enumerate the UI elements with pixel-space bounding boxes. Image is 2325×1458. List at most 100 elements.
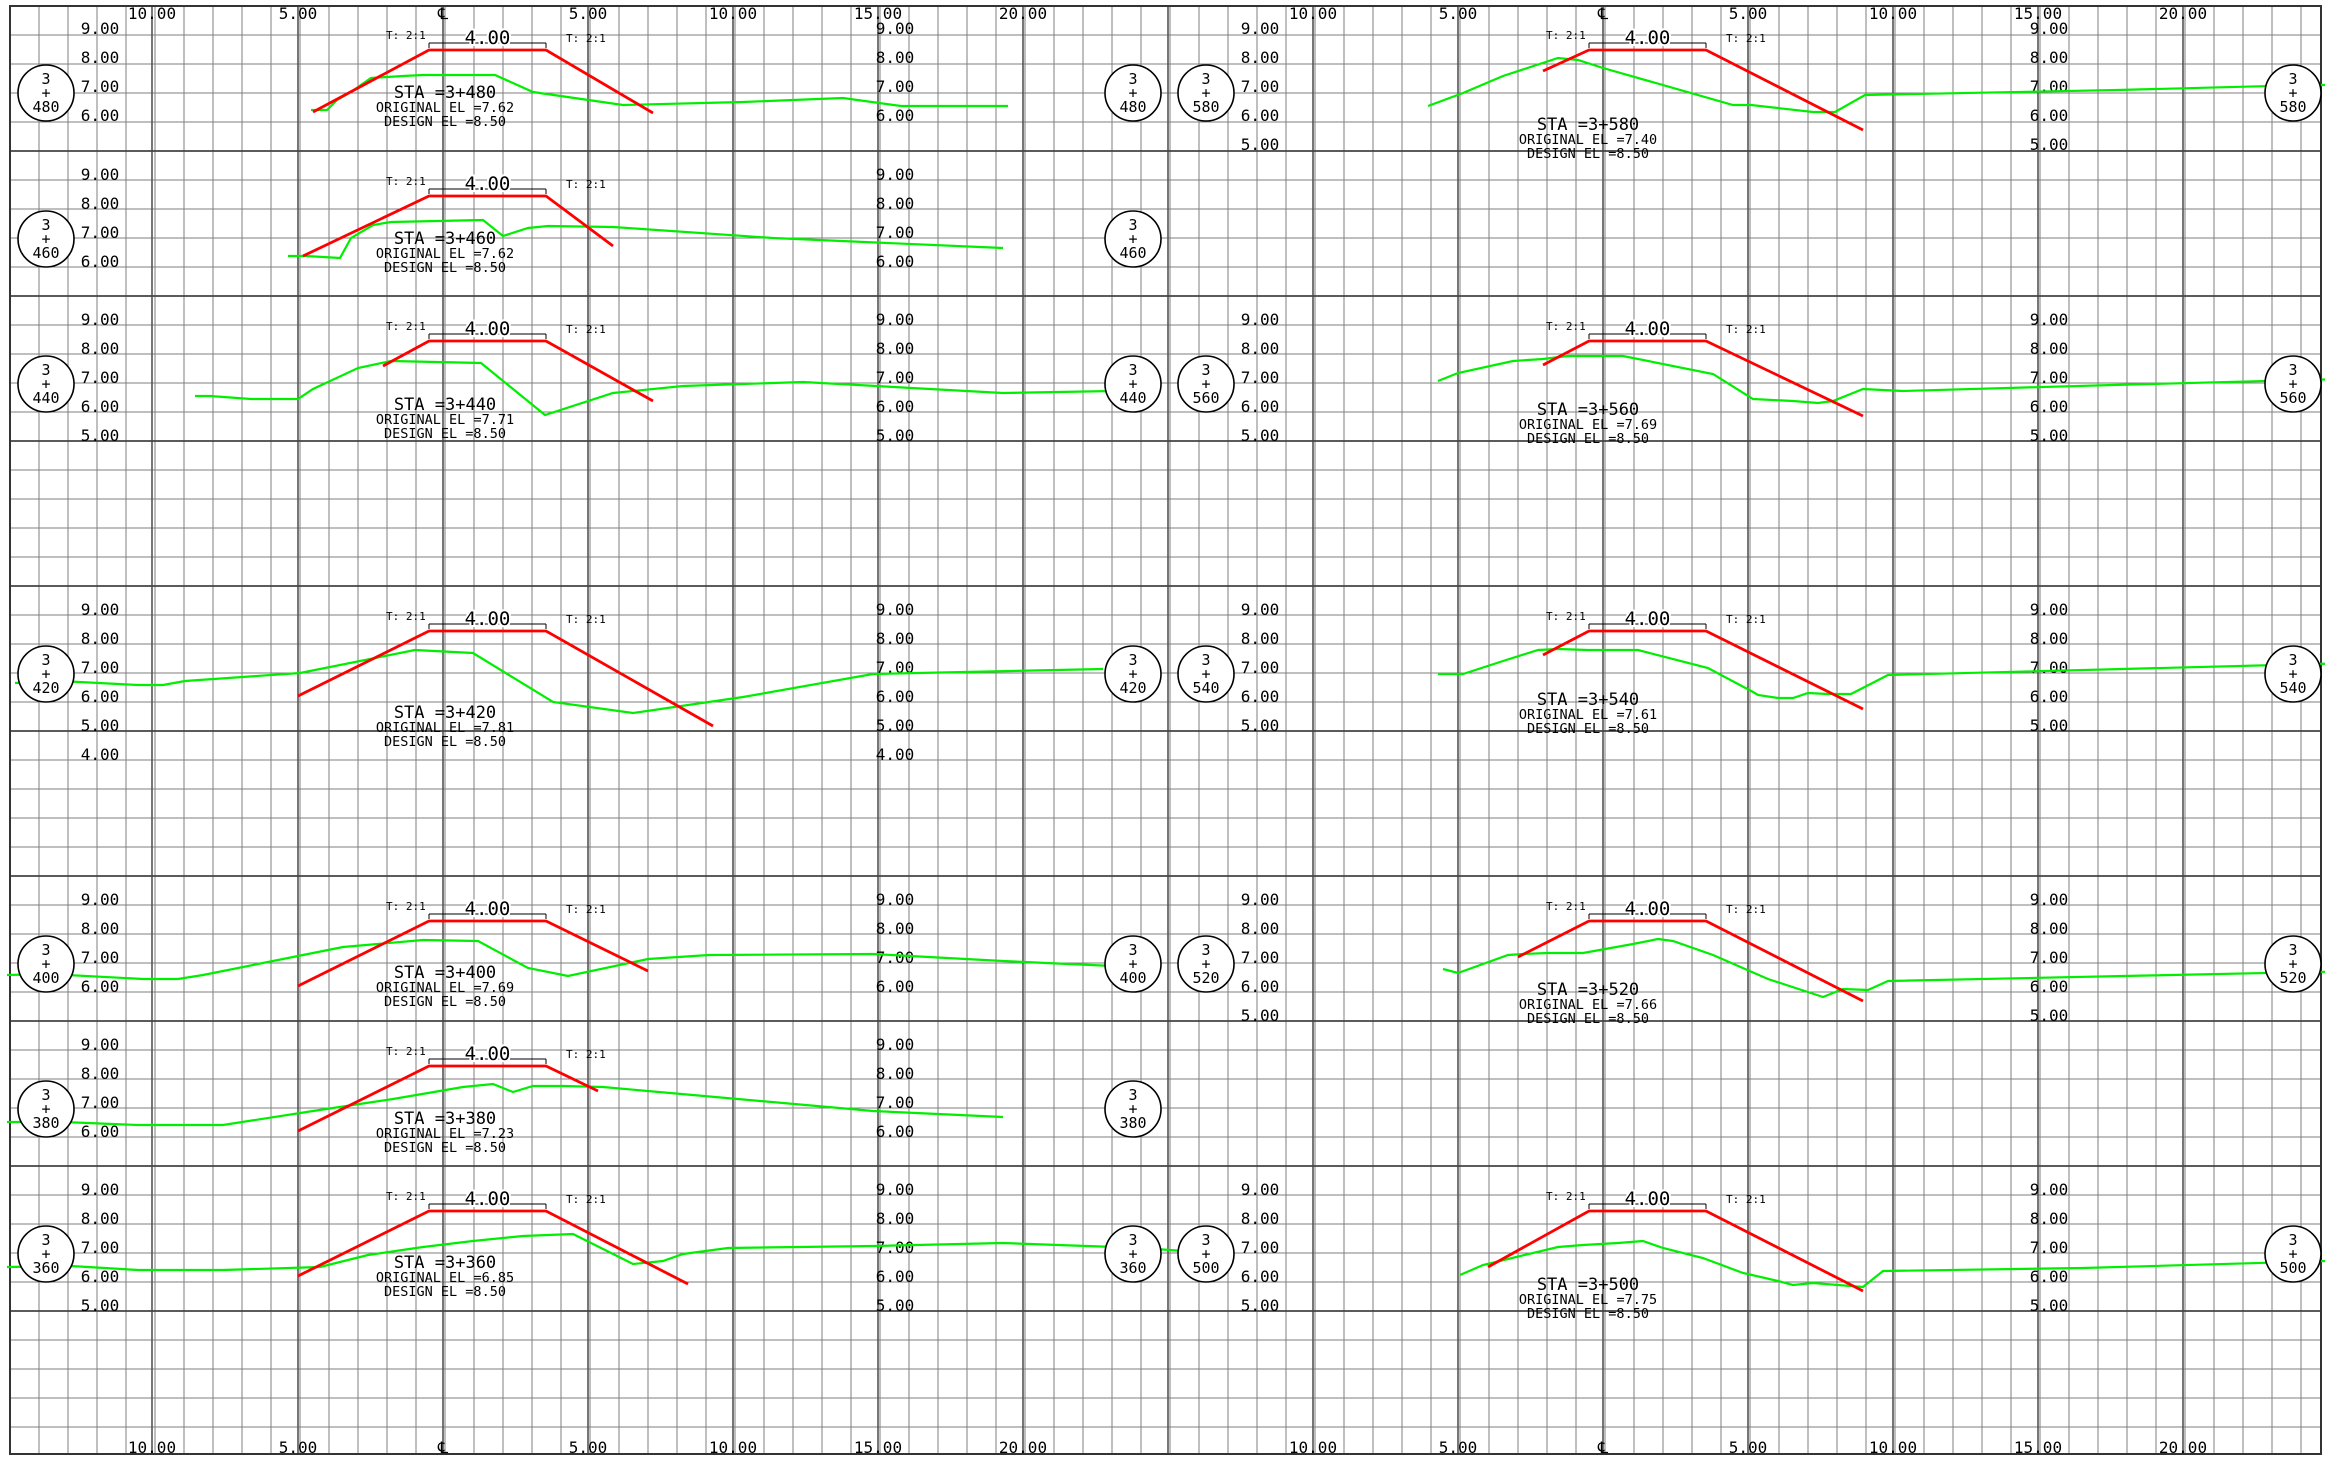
elevation-label-right: 5.00 — [876, 716, 915, 735]
top-width-label: 4.00 — [1625, 898, 1671, 920]
design-template-line — [297, 629, 714, 728]
elevation-label-left: 6.00 — [81, 1122, 120, 1141]
slope-label-left: T: 2:1 — [386, 175, 426, 188]
station-bubble-left: 3+500 — [1177, 1225, 1235, 1283]
design-template-line — [297, 1209, 689, 1286]
elevation-label-left: 9.00 — [1241, 1180, 1280, 1199]
station-bubble-mid: + — [1201, 84, 1210, 102]
slope-label-left: T: 2:1 — [1546, 1190, 1586, 1203]
section-500: 9.00 9.00 8.00 8.00 7.00 7.00 6.00 6.00 5.00 5.00… — [1177, 1180, 2325, 1322]
station-bubble-mid: + — [41, 84, 50, 102]
ground-profile-line — [195, 359, 1114, 417]
station-label: STA =3+400 — [394, 963, 496, 983]
station-bubble-circle — [1104, 64, 1162, 122]
slope-label-right: T: 2:1 — [566, 323, 606, 336]
ground-profile-line — [1438, 647, 2325, 700]
station-bubble-bottom: 460 — [32, 244, 59, 262]
original-elevation-label: ORIGINAL EL =7.23 — [376, 1126, 514, 1142]
elevation-label-left: 6.00 — [81, 1267, 120, 1286]
ground-profile-line — [1427, 56, 2325, 114]
elevation-label-right: 6.00 — [2030, 397, 2069, 416]
ground-profile-line — [6, 938, 1114, 981]
elevation-label-left: 8.00 — [1241, 48, 1280, 67]
station-bubble-bottom: 520 — [2279, 969, 2306, 987]
axis-label-top-right: 10.00 — [1289, 4, 1337, 23]
elevation-label-right: 5.00 — [2030, 426, 2069, 445]
top-width-label: 4.00 — [465, 318, 511, 340]
design-template-line — [297, 919, 649, 988]
design-elevation-label: DESIGN EL =8.50 — [384, 1140, 506, 1156]
station-bubble-left: 3+380 — [17, 1080, 75, 1138]
station-bubble-circle — [1177, 355, 1235, 413]
station-label: STA =3+560 — [1537, 400, 1639, 420]
sections: 9.00 9.00 8.00 8.00 7.00 7.00 6.00 6.00 4.00 T: 2… — [6, 19, 2325, 1322]
elevation-label-right: 8.00 — [2030, 919, 2069, 938]
station-bubble-mid: + — [2288, 84, 2297, 102]
slope-label-left: T: 2:1 — [1546, 900, 1586, 913]
station-label: STA =3+380 — [394, 1109, 496, 1129]
axis-label-top-left: 10.00 — [709, 4, 757, 23]
elevation-label-left: 9.00 — [81, 890, 120, 909]
elevation-label-right: 8.00 — [876, 629, 915, 648]
slope-label-left: T: 2:1 — [386, 900, 426, 913]
elevation-label-left: 8.00 — [1241, 1209, 1280, 1228]
elevation-label-left: 8.00 — [81, 919, 120, 938]
station-label: STA =3+460 — [394, 229, 496, 249]
elevation-label-right: 7.00 — [2030, 1238, 2069, 1257]
elevation-label-left: 5.00 — [81, 1296, 120, 1315]
elevation-label-left: 7.00 — [1241, 1238, 1280, 1257]
station-bubble-left: 3+420 — [17, 645, 75, 703]
station-bubble-mid: + — [1128, 1100, 1137, 1118]
slope-label-right: T: 2:1 — [1726, 1193, 1766, 1206]
station-bubble-circle — [17, 645, 75, 703]
elevation-label-left: 7.00 — [1241, 658, 1280, 677]
elevation-label-left: 5.00 — [1241, 135, 1280, 154]
top-width-label: 4.00 — [465, 173, 511, 195]
station-label: STA =3+420 — [394, 703, 496, 723]
station-bubble-bottom: 360 — [32, 1259, 59, 1277]
station-bubble-bottom: 500 — [1192, 1259, 1219, 1277]
original-elevation-label: ORIGINAL EL =6.85 — [376, 1270, 514, 1286]
top-width-label: 4.00 — [465, 27, 511, 49]
original-elevation-label: ORIGINAL EL =7.71 — [376, 412, 514, 428]
elevation-label-left: 5.00 — [1241, 426, 1280, 445]
elevation-label-left: 6.00 — [1241, 687, 1280, 706]
design-template-line — [1517, 919, 1864, 1003]
elevation-label-left: 9.00 — [81, 600, 120, 619]
station-bubble-circle — [17, 355, 75, 413]
elevation-label-left: 7.00 — [81, 368, 120, 387]
elevation-label-right: 7.00 — [2030, 77, 2069, 96]
station-bubble-mid: + — [1128, 84, 1137, 102]
station-bubble-circle — [17, 210, 75, 268]
elevation-label-right: 6.00 — [876, 1267, 915, 1286]
station-bubble-top: 3 — [41, 651, 50, 669]
station-label: STA =3+360 — [394, 1253, 496, 1273]
axis-label-bottom-left: ℄ — [437, 1438, 449, 1457]
station-label: STA =3+480 — [394, 83, 496, 103]
elevation-label-right: 6.00 — [876, 397, 915, 416]
design-template-line — [1542, 629, 1864, 711]
elevation-label-left: 9.00 — [81, 1180, 120, 1199]
station-bubble-top: 3 — [41, 1231, 50, 1249]
elevation-label-right: 7.00 — [2030, 658, 2069, 677]
elevation-label-right: 7.00 — [876, 368, 915, 387]
grid — [9, 5, 2322, 1455]
axis-label-bottom-right: ℄ — [1597, 1438, 1609, 1457]
design-elevation-label: DESIGN EL =8.50 — [384, 1284, 506, 1300]
station-bubble-top: 3 — [2288, 70, 2297, 88]
ground-profile-line — [1442, 937, 2325, 999]
elevation-label-right: 4.00 — [876, 745, 915, 764]
elevation-label-left: 9.00 — [1241, 310, 1280, 329]
station-bubble-bottom: 440 — [32, 389, 59, 407]
station-bubble-left: 3+360 — [17, 1225, 75, 1283]
elevation-label-left: 7.00 — [1241, 77, 1280, 96]
station-bubble-circle — [1104, 1080, 1162, 1138]
elevation-label-left: 8.00 — [1241, 339, 1280, 358]
top-width-label: 4.00 — [465, 608, 511, 630]
section-440: 9.00 9.00 8.00 8.00 7.00 7.00 6.00 6.00 5.00 5.00… — [17, 310, 1162, 445]
elevation-label-right: 8.00 — [876, 919, 915, 938]
station-bubble-top: 3 — [41, 1086, 50, 1104]
station-label: STA =3+440 — [394, 395, 496, 415]
